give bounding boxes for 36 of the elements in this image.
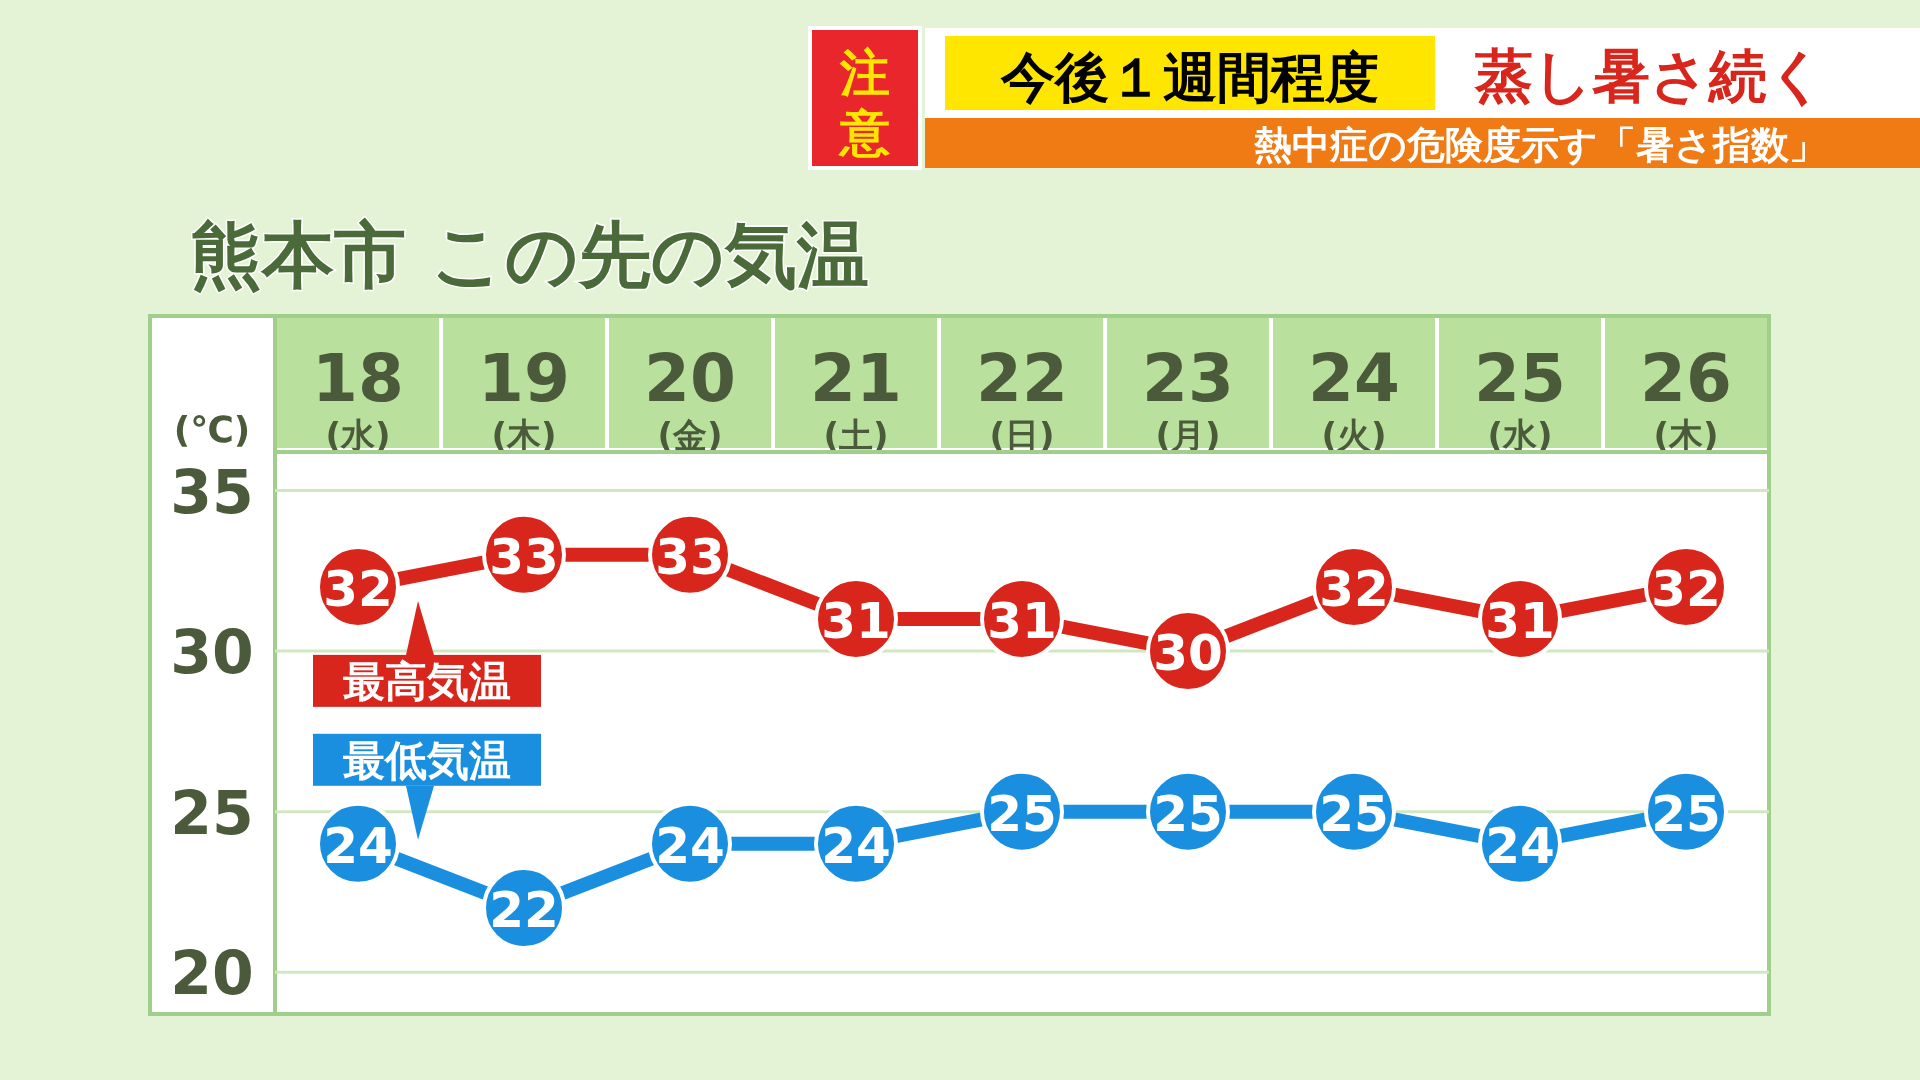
- data-label: 31: [987, 591, 1057, 650]
- y-tick-label: 30: [170, 617, 254, 688]
- series-label: 最低気温: [343, 735, 511, 785]
- data-label: 31: [821, 591, 891, 650]
- data-label: 22: [489, 881, 559, 940]
- data-label: 32: [1651, 559, 1721, 618]
- data-label: 24: [655, 816, 725, 875]
- x-tick-label: 21(土): [810, 340, 902, 455]
- data-label: 24: [821, 816, 891, 875]
- x-tick-label: 22(日): [976, 340, 1068, 455]
- data-label: 32: [1319, 559, 1389, 618]
- data-label: 25: [1319, 784, 1389, 843]
- data-label: 25: [1651, 784, 1721, 843]
- y-tick-label: 20: [170, 938, 254, 1009]
- x-tick-label: 23(月): [1142, 340, 1234, 455]
- x-tick-label: 20(金): [644, 340, 736, 455]
- x-tick-label: 25(水): [1474, 340, 1566, 455]
- chart-title: 熊本市 この先の気温: [190, 213, 870, 297]
- x-tick-label: 24(火): [1308, 340, 1400, 455]
- x-tick-label: 18(水): [312, 340, 404, 455]
- data-label: 33: [489, 527, 559, 586]
- data-label: 24: [323, 816, 393, 875]
- header: 注意 今後１週間程度 蒸し暑さ続く 熱中症の危険度示す「暑さ指数」: [808, 26, 1920, 170]
- legend-label: 最高気温: [343, 656, 511, 706]
- data-label: 33: [655, 527, 725, 586]
- data-label: 25: [987, 784, 1057, 843]
- x-tick-label: 19(木): [478, 340, 570, 455]
- y-tick-label: 35: [170, 456, 254, 527]
- data-label: 25: [1153, 784, 1223, 843]
- x-tick-label: 26(木): [1640, 340, 1732, 455]
- y-tick-label: 25: [170, 777, 254, 848]
- data-label: 30: [1153, 624, 1223, 683]
- data-label: 32: [323, 559, 393, 618]
- data-label: 31: [1485, 591, 1555, 650]
- y-axis-title: (℃): [173, 409, 251, 450]
- data-label: 24: [1485, 816, 1555, 875]
